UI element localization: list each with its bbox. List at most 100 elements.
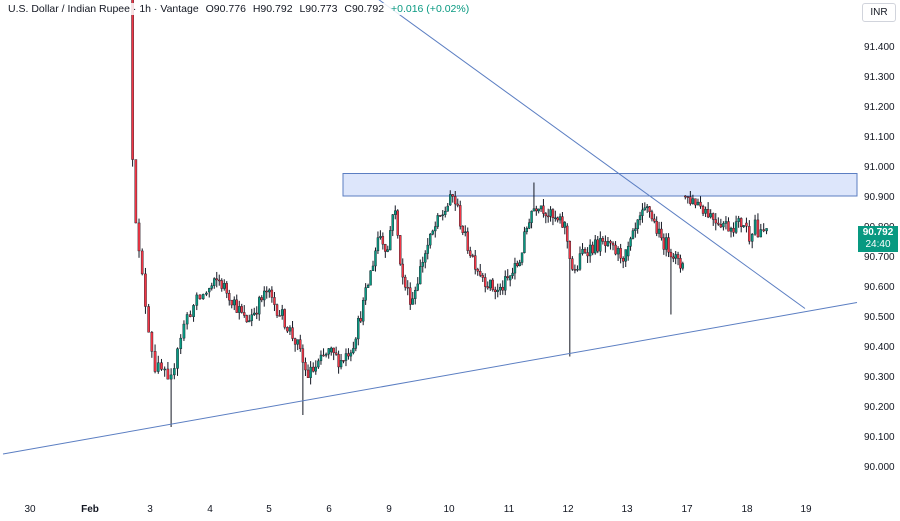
candle-body (172, 368, 176, 376)
candle (476, 267, 479, 276)
candle (712, 212, 715, 226)
candle (250, 308, 253, 327)
candle-body (621, 258, 625, 262)
candle-body (396, 210, 399, 236)
candle-body (704, 209, 707, 214)
x-tick-label: 3 (147, 504, 153, 515)
candle (674, 251, 677, 265)
candle-body (446, 205, 449, 212)
candle-body (657, 228, 661, 234)
candle-body (542, 205, 545, 214)
candle (499, 283, 502, 296)
candle (357, 315, 360, 346)
candle-body (709, 213, 712, 218)
candle-body (729, 227, 733, 232)
candle (306, 364, 310, 378)
candle-body (131, 0, 134, 160)
candle (657, 221, 661, 238)
candle-body (296, 339, 299, 345)
candle-body (684, 195, 687, 198)
candle (719, 218, 723, 229)
candle (494, 286, 497, 300)
candle (573, 264, 577, 274)
candle (444, 206, 447, 218)
candle (192, 304, 195, 322)
legend-broker: Vantage (160, 3, 199, 15)
candle-body (588, 244, 592, 257)
candle-body (406, 286, 409, 289)
candle-body (714, 219, 717, 224)
candle-body (386, 249, 389, 252)
candle (631, 228, 635, 240)
candle (694, 198, 697, 209)
ascending-trendline[interactable] (2, 302, 858, 455)
candle (561, 211, 564, 228)
candle (626, 241, 630, 261)
candle-body (179, 337, 183, 349)
candle-body (309, 366, 312, 378)
candle (546, 208, 550, 223)
x-tick-label: 19 (800, 504, 812, 515)
candle-body (147, 306, 150, 333)
candle (520, 252, 524, 266)
candle-body (504, 276, 507, 291)
candle (669, 248, 673, 315)
candle (664, 233, 668, 257)
candle (265, 286, 268, 299)
price-axis[interactable]: 90.000 90.100 90.200 90.300 90.400 90.500 90.6… (864, 42, 895, 473)
candle-body (508, 275, 512, 281)
candle (253, 307, 256, 316)
candle-body (489, 279, 492, 289)
candle (676, 251, 680, 266)
candle-body (571, 258, 574, 270)
candle (549, 206, 552, 222)
candle (386, 245, 389, 253)
candle (667, 233, 670, 258)
candle-body (669, 251, 673, 258)
candle-body (253, 312, 256, 315)
candle (717, 217, 720, 226)
descending-trendline[interactable] (360, 0, 806, 309)
y-tick-label: 90.000 (864, 462, 895, 473)
candle (645, 204, 649, 213)
candle-body (717, 222, 720, 225)
candle-body (660, 228, 663, 239)
time-axis[interactable]: 30 Feb 3 4 5 6 9 10 11 12 13 17 18 19 (24, 504, 812, 515)
candle-body (431, 230, 434, 235)
candle-body (258, 297, 261, 315)
candle-body (629, 238, 632, 247)
candle-body (281, 309, 284, 316)
candle (330, 346, 333, 356)
candle (609, 239, 612, 250)
candle-body (314, 366, 317, 372)
candle (369, 270, 372, 286)
x-tick-label: 10 (443, 504, 455, 515)
candle (466, 227, 469, 254)
candle-body (160, 362, 163, 370)
candle-body (301, 348, 305, 363)
candle-body (546, 215, 550, 218)
candle-body (576, 268, 579, 271)
candle-body (527, 222, 531, 229)
candle-body (636, 219, 639, 230)
candle-body (454, 196, 457, 205)
candle (352, 341, 355, 355)
candle-body (278, 315, 281, 317)
candle-body (228, 293, 231, 301)
candle (137, 218, 141, 258)
candle-body (558, 216, 562, 221)
candle-body (634, 228, 637, 231)
y-tick-label: 90.700 (864, 252, 895, 263)
candle (172, 363, 176, 380)
candle (332, 347, 335, 361)
y-tick-label: 90.100 (864, 432, 895, 443)
candle (722, 221, 725, 231)
candle-body (166, 368, 170, 380)
currency-button[interactable]: INR (862, 3, 896, 22)
candle (359, 311, 362, 324)
candle-body (238, 306, 241, 313)
candle-body (762, 229, 765, 232)
candle-body (201, 294, 205, 300)
candle-body (655, 221, 658, 234)
